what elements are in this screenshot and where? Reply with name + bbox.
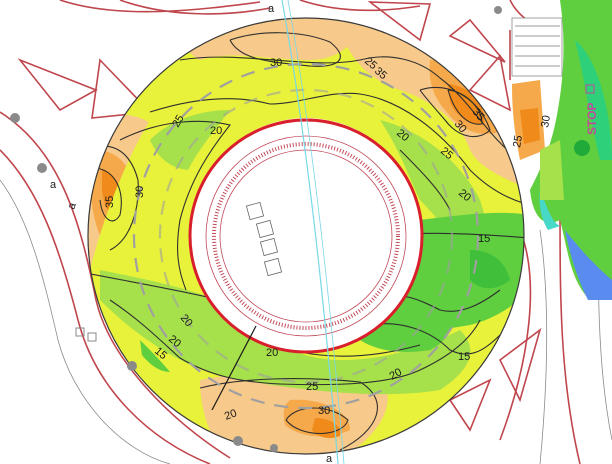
road-marker: a bbox=[66, 200, 80, 211]
contour-label: 30 bbox=[539, 114, 553, 128]
contour-label: 25 bbox=[511, 134, 525, 148]
contour-label: 15 bbox=[478, 233, 490, 245]
stop-marking: STOP bbox=[585, 103, 599, 135]
contour-label: 25 bbox=[306, 381, 318, 393]
island-structures bbox=[245, 201, 283, 277]
road-marker: a bbox=[268, 3, 275, 15]
road-marker: a bbox=[326, 453, 333, 464]
diagonal-line bbox=[211, 325, 257, 411]
contour-label: 35 bbox=[104, 196, 116, 208]
contour-label: 15 bbox=[458, 351, 470, 363]
crosswalk bbox=[511, 17, 563, 77]
road-marker: a bbox=[50, 179, 57, 191]
tree-markers bbox=[10, 6, 502, 452]
approach-noise-patch: STOP bbox=[512, 0, 612, 300]
ring-outer-edge bbox=[87, 17, 525, 455]
contour-label: 20 bbox=[266, 347, 278, 359]
contour-label: 25 bbox=[170, 113, 187, 130]
lane-marking bbox=[132, 62, 480, 410]
contour-label: 20 bbox=[223, 407, 239, 422]
island-hatch-ring bbox=[212, 142, 400, 330]
contour-label: 20 bbox=[388, 366, 405, 383]
contour-label: 30 bbox=[270, 57, 282, 69]
contour-label: 20 bbox=[210, 125, 222, 137]
cycle-track bbox=[281, 0, 339, 464]
contour-label: 30 bbox=[134, 186, 146, 198]
contour-label: 30 bbox=[318, 405, 330, 417]
